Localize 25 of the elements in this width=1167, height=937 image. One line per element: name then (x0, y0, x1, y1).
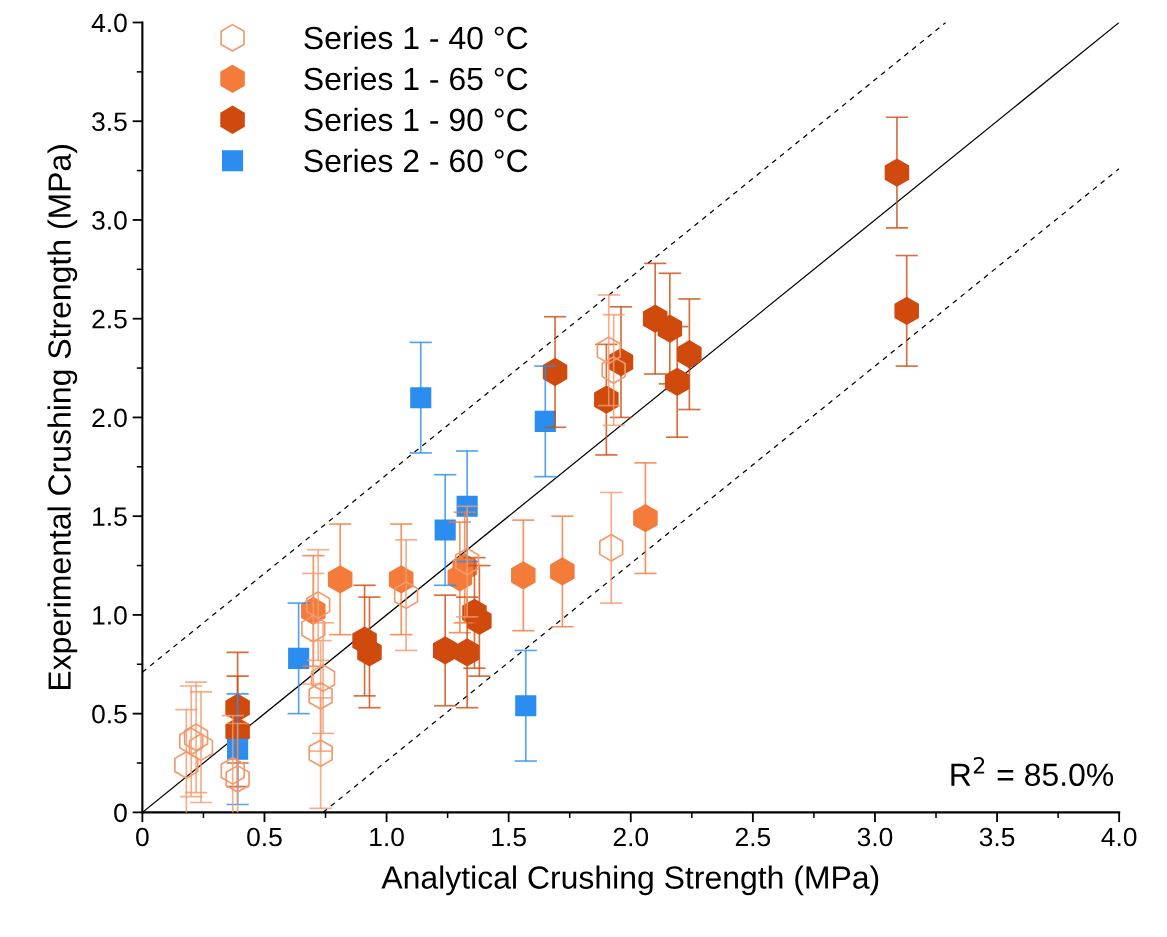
y-tick-label: 3.5 (92, 112, 127, 132)
legend-label: Series 2 - 60 °C (304, 148, 528, 173)
y-tick-label: 0.5 (92, 704, 127, 724)
y-tick-label: 2.0 (92, 408, 127, 428)
y-tick-label: 1.5 (93, 507, 127, 526)
y-tick-label: 1.0 (93, 606, 127, 625)
x-axis-title: Analytical Crushing Strength (MPa) (381, 865, 879, 896)
legend-label: Series 1 - 65 °C (304, 66, 528, 91)
legend-label: Series 1 - 90 °C (304, 107, 528, 132)
x-tick-label: 2.5 (735, 827, 771, 847)
y-tick-label: 2.5 (92, 309, 127, 329)
x-tick-label: 0 (136, 827, 149, 847)
x-tick-label: 1.0 (370, 827, 404, 847)
x-tick-label: 1.5 (492, 827, 526, 847)
annotation: R$^{2}$ = 85.0% (951, 756, 1114, 787)
legend-label: Series 1 - 40 °C (304, 25, 528, 50)
x-tick-label: 2.0 (613, 827, 649, 847)
x-tick-label: 3.5 (979, 827, 1015, 847)
y-tick-label: 0 (114, 803, 127, 823)
x-tick-label: 0.5 (247, 827, 282, 847)
y-tick-label: 4.0 (91, 13, 127, 33)
x-tick-label: 4.0 (1101, 827, 1137, 847)
y-axis-title: Experimental Crushing Strength (MPa) (47, 145, 78, 690)
y-tick-label: 3.0 (92, 211, 127, 230)
x-tick-label: 3.0 (857, 827, 893, 847)
